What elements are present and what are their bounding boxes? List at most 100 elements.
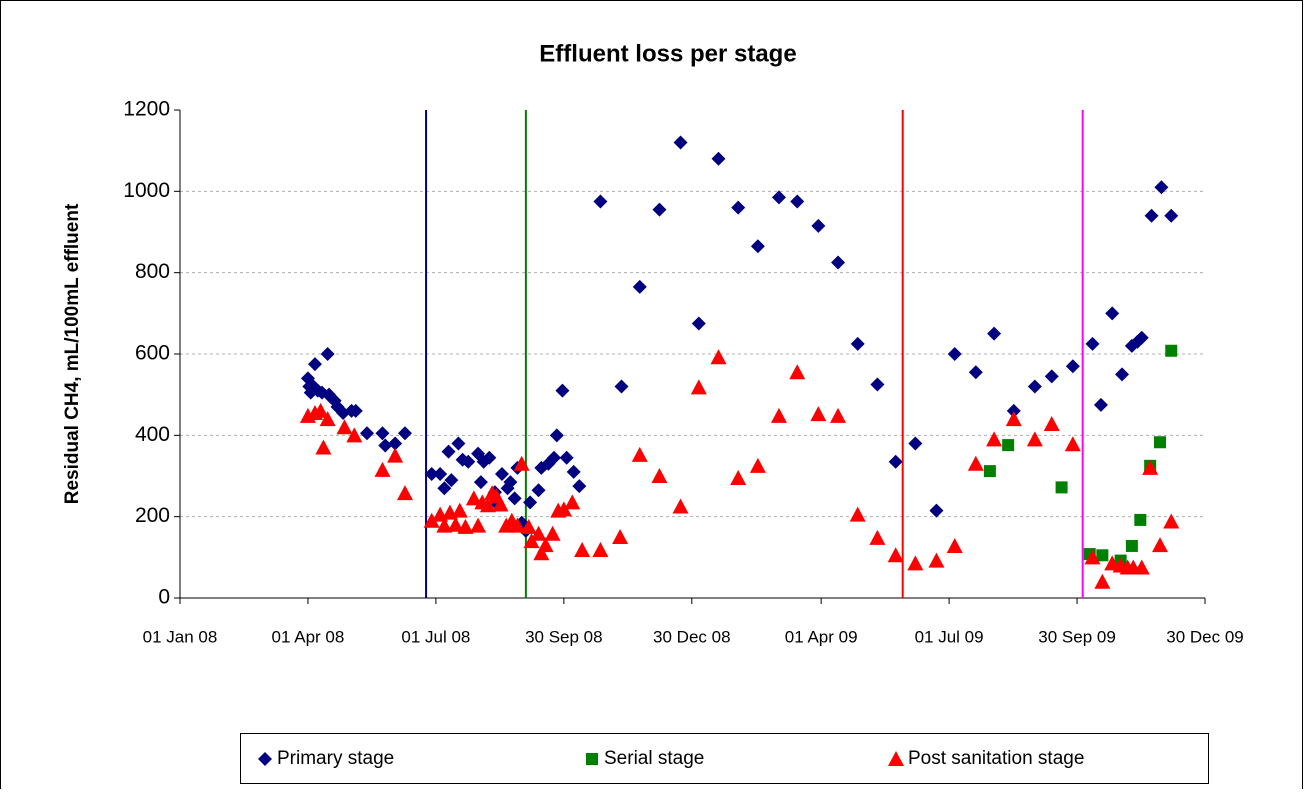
legend-label: Post sanitation stage: [908, 748, 1084, 769]
marker: [749, 457, 766, 473]
y-tick-label: 200: [135, 504, 170, 527]
marker: [437, 481, 452, 496]
marker: [307, 357, 322, 372]
plot-area: [299, 110, 1180, 598]
marker: [652, 202, 667, 217]
marker: [547, 450, 562, 465]
marker: [348, 403, 363, 418]
y-tick-label: 1200: [123, 98, 170, 121]
marker: [564, 494, 581, 510]
marker: [830, 407, 847, 423]
marker: [1026, 431, 1043, 447]
marker: [319, 411, 336, 427]
marker: [983, 465, 996, 478]
marker: [520, 518, 537, 534]
marker: [1154, 180, 1169, 195]
marker: [1094, 573, 1111, 589]
marker: [1044, 369, 1059, 384]
marker: [531, 483, 546, 498]
x-tick-label: 01 Jan 08: [143, 627, 218, 646]
marker: [1154, 436, 1167, 449]
marker: [651, 468, 668, 483]
marker: [691, 316, 706, 331]
marker: [433, 466, 448, 481]
legend-label: Serial stage: [604, 748, 704, 769]
marker: [968, 365, 983, 380]
marker: [572, 479, 587, 494]
marker: [631, 446, 648, 462]
y-tick-label: 400: [135, 423, 170, 446]
marker: [730, 470, 747, 486]
marker: [473, 475, 488, 490]
y-tick-label: 0: [158, 586, 170, 609]
marker: [1125, 539, 1138, 552]
marker: [1163, 513, 1180, 529]
marker: [315, 439, 332, 455]
marker: [810, 406, 827, 422]
x-tick-label: 01 Apr 09: [785, 627, 858, 646]
marker: [513, 455, 530, 471]
marker: [888, 454, 903, 469]
marker: [1096, 549, 1109, 562]
marker: [494, 466, 509, 481]
legend-box: [240, 733, 1209, 784]
marker: [849, 506, 866, 522]
marker: [908, 436, 923, 451]
marker: [1165, 344, 1178, 357]
y-tick-label: 1000: [123, 179, 170, 202]
marker: [378, 438, 393, 453]
y-tick-label: 600: [135, 342, 170, 365]
x-tick-label: 30 Sep 09: [1038, 627, 1116, 646]
marker: [1006, 403, 1021, 418]
y-tick-label: 800: [135, 260, 170, 283]
marker: [1164, 208, 1179, 223]
marker: [710, 349, 727, 365]
marker: [397, 426, 412, 441]
marker: [672, 498, 689, 514]
x-tick-label: 30 Sep 08: [525, 627, 603, 646]
marker: [869, 529, 886, 545]
marker: [770, 407, 787, 423]
marker: [375, 426, 390, 441]
marker: [492, 496, 509, 512]
marker: [1084, 549, 1101, 565]
marker: [1093, 397, 1108, 412]
marker: [457, 518, 474, 534]
marker: [507, 491, 522, 506]
marker: [789, 364, 806, 380]
marker: [1134, 513, 1147, 526]
marker: [750, 239, 765, 254]
marker: [387, 447, 404, 463]
marker: [374, 461, 391, 477]
marker: [1027, 379, 1042, 394]
marker: [1115, 367, 1130, 382]
marker: [870, 377, 885, 392]
x-tick-label: 01 Apr 08: [272, 627, 345, 646]
marker: [1142, 459, 1159, 475]
marker: [388, 436, 403, 451]
marker: [771, 190, 786, 205]
marker: [888, 751, 904, 766]
marker: [929, 503, 944, 518]
marker: [1134, 330, 1149, 345]
marker: [479, 497, 496, 513]
x-tick-label: 01 Jul 08: [401, 627, 470, 646]
marker: [533, 545, 550, 561]
marker: [967, 455, 984, 471]
marker: [336, 419, 353, 435]
marker: [831, 255, 846, 270]
marker: [1064, 436, 1081, 452]
x-tick-label: 30 Dec 08: [653, 627, 731, 646]
marker: [441, 444, 456, 459]
marker: [731, 200, 746, 215]
marker: [811, 218, 826, 233]
marker: [592, 542, 609, 558]
marker: [258, 752, 272, 766]
marker: [632, 279, 647, 294]
marker: [346, 427, 363, 443]
marker: [1144, 208, 1159, 223]
marker: [559, 450, 574, 465]
chart-title: Effluent loss per stage: [539, 40, 796, 67]
marker: [444, 473, 459, 488]
